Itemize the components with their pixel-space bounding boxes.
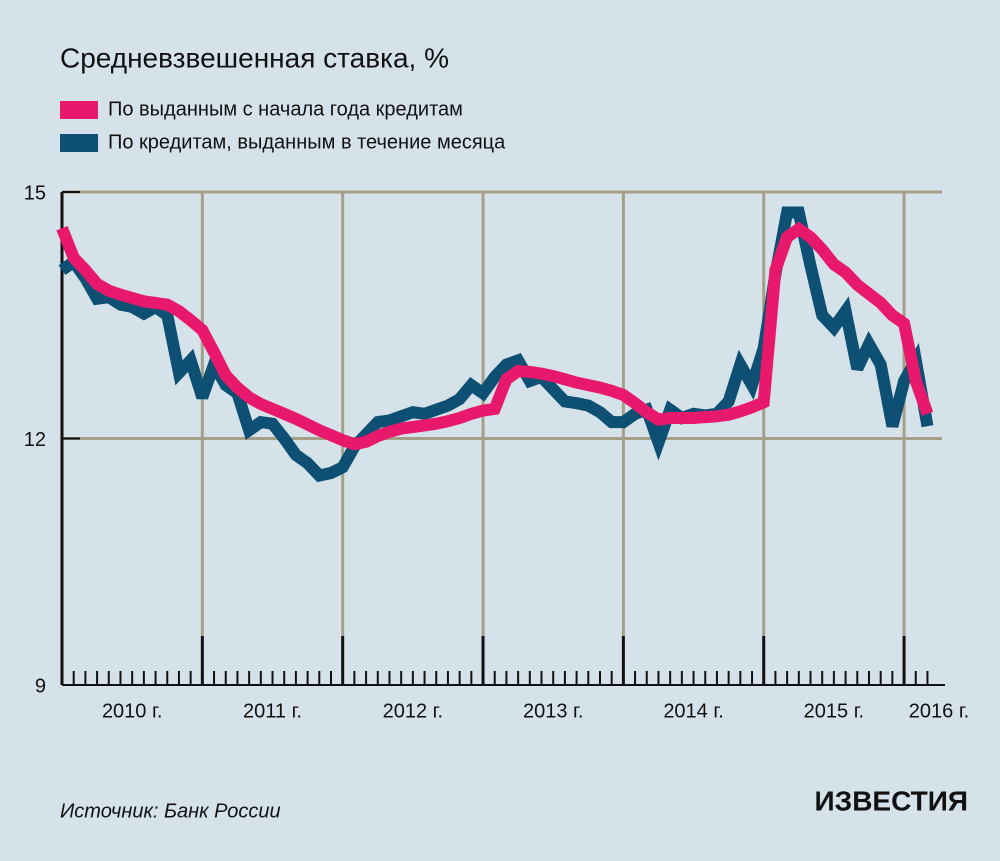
chart-title: Средневзвешенная ставка, %: [60, 42, 449, 73]
y-tick-label: 9: [35, 675, 46, 697]
x-tick-label: 2010 г.: [102, 700, 162, 722]
brand: ИЗВЕСТИЯ: [815, 785, 968, 816]
source: Источник: Банк России: [60, 800, 281, 822]
legend-label: По кредитам, выданным в течение месяца: [108, 131, 506, 153]
legend-swatch: [60, 134, 98, 152]
x-tick-label: 2013 г.: [523, 700, 583, 722]
legend-label: По выданным с начала года кредитам: [108, 98, 463, 120]
series-line: [56, 221, 934, 451]
y-tick-label: 12: [24, 429, 46, 451]
legend-swatch: [60, 101, 98, 119]
y-tick-label: 15: [24, 182, 46, 204]
x-tick-label: 2012 г.: [383, 700, 443, 722]
x-tick-label: 2016 г.: [909, 700, 969, 722]
x-tick-label: 2011 г.: [243, 700, 302, 722]
x-tick-label: 2015 г.: [804, 700, 864, 722]
x-tick-label: 2014 г.: [663, 700, 723, 722]
